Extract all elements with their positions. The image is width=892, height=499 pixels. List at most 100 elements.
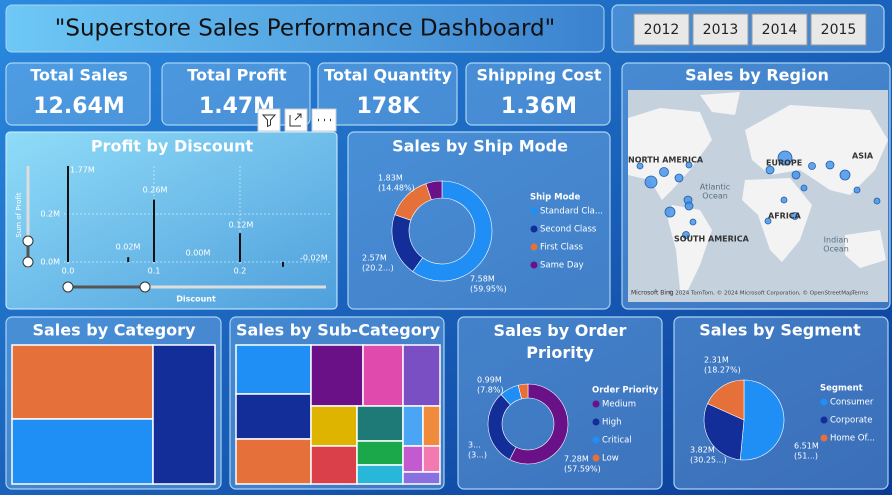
panel-title: Sales by Region bbox=[685, 66, 829, 85]
slice[interactable] bbox=[703, 403, 745, 461]
data-label: 1.83M bbox=[378, 174, 403, 183]
data-label: -0.02M bbox=[300, 254, 328, 263]
year-button[interactable] bbox=[692, 13, 749, 46]
bubble bbox=[808, 162, 816, 170]
bubble bbox=[800, 184, 808, 192]
data-label: (18.27%) bbox=[704, 366, 741, 375]
map-label: Ocean bbox=[702, 192, 728, 201]
title-box bbox=[5, 4, 605, 53]
tile[interactable] bbox=[402, 471, 441, 485]
legend-label: Same Day bbox=[540, 261, 584, 271]
tile[interactable] bbox=[152, 344, 216, 485]
data-label: 1.77M bbox=[70, 166, 95, 175]
tile[interactable] bbox=[310, 445, 358, 485]
tile[interactable] bbox=[402, 344, 441, 407]
tile[interactable] bbox=[402, 445, 424, 473]
tile[interactable] bbox=[356, 405, 404, 442]
map-terms[interactable]: Terms bbox=[851, 291, 868, 297]
tile[interactable] bbox=[356, 440, 404, 466]
slice[interactable] bbox=[509, 383, 569, 465]
y-axis-title: Sum of Profit bbox=[15, 192, 23, 237]
year-button[interactable] bbox=[810, 13, 867, 46]
legend-marker bbox=[530, 207, 538, 215]
tile[interactable] bbox=[11, 418, 154, 485]
legend-title: Segment bbox=[820, 384, 863, 394]
year-label: 2013 bbox=[703, 22, 739, 38]
y-slider-handle[interactable] bbox=[22, 235, 34, 247]
data-label: 2.57M bbox=[362, 254, 387, 263]
data-label: (3...) bbox=[468, 451, 487, 460]
year-button[interactable] bbox=[751, 13, 808, 46]
tile[interactable] bbox=[235, 438, 312, 485]
bubble bbox=[780, 196, 788, 204]
legend-label: Critical bbox=[602, 436, 632, 446]
bubble bbox=[839, 169, 851, 181]
kpi-value: 12.64M bbox=[33, 94, 124, 119]
y-tick-label: 0.2M bbox=[40, 210, 60, 219]
bubble bbox=[791, 170, 801, 180]
data-label: (7.8%) bbox=[477, 386, 504, 395]
data-label: 7.28M bbox=[564, 455, 589, 464]
map-label: SOUTH AMERICA bbox=[674, 235, 750, 244]
tile[interactable] bbox=[362, 344, 404, 407]
data-label: 3.82M bbox=[690, 446, 715, 455]
tile[interactable] bbox=[422, 405, 441, 447]
plot bbox=[67, 166, 284, 267]
slice[interactable] bbox=[425, 180, 443, 201]
x-tick-label: 0.2 bbox=[234, 267, 247, 276]
year-label: 2015 bbox=[821, 22, 857, 38]
slice[interactable] bbox=[739, 379, 785, 461]
tile[interactable] bbox=[310, 344, 364, 407]
map-label: Ocean bbox=[823, 245, 849, 254]
focus-icon[interactable] bbox=[284, 108, 308, 132]
kpi-card bbox=[317, 62, 458, 126]
tile[interactable] bbox=[402, 405, 424, 447]
legend-label: Second Class bbox=[540, 225, 597, 235]
slice[interactable] bbox=[707, 379, 745, 421]
x-slider-handle[interactable] bbox=[62, 281, 74, 293]
kpi-card bbox=[5, 62, 151, 126]
data-label: 0.00M bbox=[186, 249, 211, 258]
tile[interactable] bbox=[356, 464, 404, 485]
slice[interactable] bbox=[517, 383, 529, 400]
panel-title: Sales by Ship Mode bbox=[392, 137, 568, 156]
bubble bbox=[777, 150, 793, 166]
panel-title: Profit by Discount bbox=[91, 137, 254, 156]
data-label: 7.58M bbox=[470, 275, 495, 284]
x-slider-handle[interactable] bbox=[139, 281, 151, 293]
bubble bbox=[659, 167, 669, 177]
tile[interactable] bbox=[422, 445, 441, 473]
panel-title: Sales by Order Priority bbox=[494, 321, 627, 362]
legend-marker bbox=[820, 416, 828, 424]
legend-marker bbox=[820, 434, 828, 442]
tile[interactable] bbox=[235, 393, 312, 440]
visual-header bbox=[257, 108, 337, 132]
y-slider-handle[interactable] bbox=[22, 256, 34, 268]
bubble bbox=[764, 217, 772, 225]
legend-marker bbox=[530, 225, 538, 233]
filter-icon[interactable] bbox=[257, 108, 281, 132]
tile[interactable] bbox=[235, 344, 312, 395]
land bbox=[845, 230, 886, 268]
bubble bbox=[685, 161, 693, 169]
legend-label: Low bbox=[602, 454, 619, 464]
panel-title: Sales by Segment bbox=[699, 321, 861, 340]
tile[interactable] bbox=[11, 344, 154, 420]
land bbox=[700, 92, 740, 115]
legend-marker bbox=[530, 261, 538, 269]
tile[interactable] bbox=[310, 405, 358, 447]
bubble bbox=[644, 175, 658, 189]
bubble bbox=[853, 186, 861, 194]
year-label: 2012 bbox=[644, 22, 680, 38]
legend-title: Ship Mode bbox=[530, 193, 581, 203]
kpi-value: 178K bbox=[357, 94, 421, 119]
slice[interactable] bbox=[412, 180, 493, 282]
year-button[interactable] bbox=[633, 13, 690, 46]
kpi-label: Total Sales bbox=[30, 66, 127, 85]
bubble bbox=[689, 218, 697, 226]
legend-label: Standard Cla... bbox=[540, 207, 603, 217]
data-label: (30.25...) bbox=[690, 456, 727, 465]
map-label: EUROPE bbox=[766, 159, 802, 168]
map-label: NORTH AMERICA bbox=[628, 156, 704, 165]
